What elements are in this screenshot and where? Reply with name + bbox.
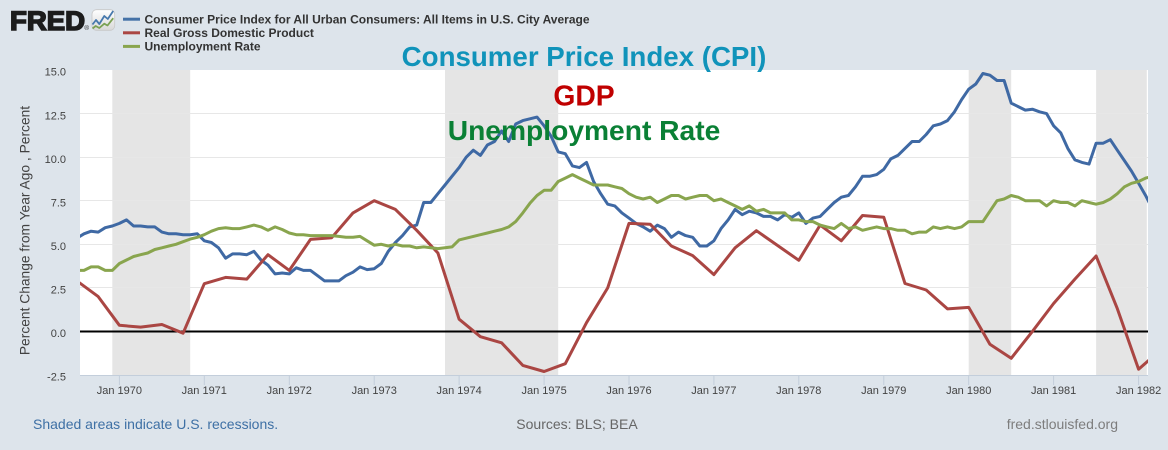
svg-text:Consumer Price Index (CPI): Consumer Price Index (CPI) [402,41,767,72]
svg-text:Consumer Price Index for All U: Consumer Price Index for All Urban Consu… [145,13,590,27]
svg-text:12.5: 12.5 [45,110,66,122]
svg-text:10.0: 10.0 [45,154,66,166]
svg-text:15.0: 15.0 [45,67,66,79]
svg-text:Jan 1975: Jan 1975 [521,385,566,397]
svg-text:fred.stlouisfed.org: fred.stlouisfed.org [1007,416,1118,432]
svg-text:0.0: 0.0 [51,328,66,340]
svg-text:GDP: GDP [553,79,614,111]
svg-text:2.5: 2.5 [51,285,66,297]
svg-text:Sources: BLS; BEA: Sources: BLS; BEA [516,416,638,432]
svg-text:Percent Change from Year Ago ,: Percent Change from Year Ago , Percent [18,106,33,355]
svg-text:Jan 1972: Jan 1972 [267,385,312,397]
svg-text:Real Gross Domestic Product: Real Gross Domestic Product [145,26,314,40]
svg-text:Unemployment Rate: Unemployment Rate [145,40,261,54]
svg-text:Jan 1971: Jan 1971 [182,385,227,397]
svg-text:Jan 1976: Jan 1976 [606,385,651,397]
svg-text:Jan 1974: Jan 1974 [436,385,481,397]
svg-text:®: ® [84,24,89,32]
svg-text:5.0: 5.0 [51,241,66,253]
svg-text:Jan 1982: Jan 1982 [1116,385,1161,397]
svg-text:Jan 1978: Jan 1978 [776,385,821,397]
svg-text:Unemployment Rate: Unemployment Rate [448,114,721,146]
svg-text:Jan 1970: Jan 1970 [97,385,142,397]
svg-text:Jan 1977: Jan 1977 [691,385,736,397]
svg-text:Shaded areas indicate U.S. rec: Shaded areas indicate U.S. recessions. [33,416,278,432]
svg-text:Jan 1973: Jan 1973 [352,385,397,397]
svg-text:FRED: FRED [10,6,85,36]
svg-text:7.5: 7.5 [51,197,66,209]
svg-text:Jan 1979: Jan 1979 [861,385,906,397]
svg-text:Jan 1980: Jan 1980 [946,385,991,397]
svg-text:-2.5: -2.5 [47,372,66,384]
svg-text:Jan 1981: Jan 1981 [1031,385,1076,397]
